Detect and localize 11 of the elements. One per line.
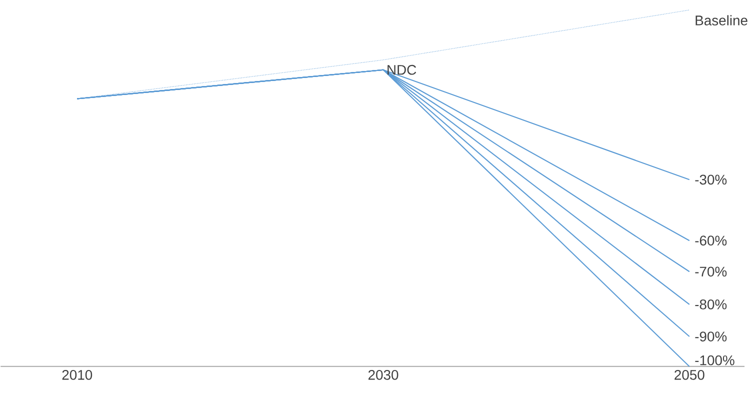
series-label: Baseline xyxy=(696,14,748,26)
series-label: -100% xyxy=(695,355,734,366)
series-label: -70% xyxy=(695,266,727,276)
x-tick-label: 2050 xyxy=(674,370,704,380)
series-label: -30% xyxy=(695,174,727,184)
series-label: -80% xyxy=(695,299,727,310)
x-tick-label: 2010 xyxy=(62,370,92,380)
series-label: -90% xyxy=(695,331,727,342)
series-label: -60% xyxy=(695,235,727,246)
annotation: NDC xyxy=(388,64,416,75)
x-tick-label: 2030 xyxy=(368,370,398,380)
